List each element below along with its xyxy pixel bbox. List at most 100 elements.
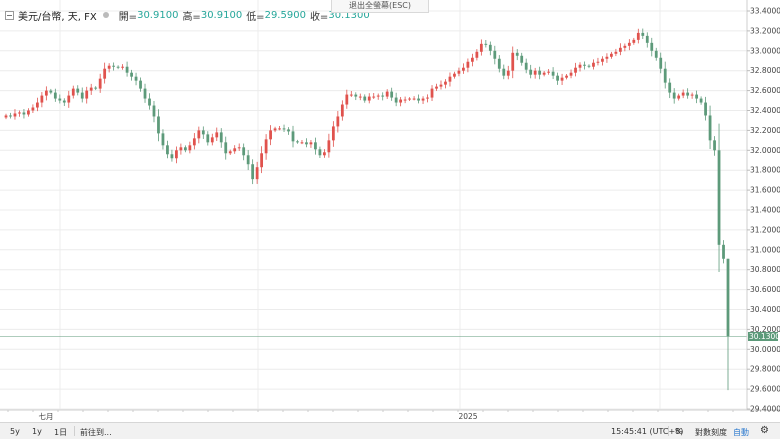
candle-body bbox=[201, 130, 205, 135]
candle bbox=[592, 59, 595, 70]
candle-body bbox=[574, 67, 577, 73]
candle bbox=[103, 62, 107, 84]
candle bbox=[529, 64, 533, 79]
candle bbox=[556, 72, 559, 85]
range-5y-button[interactable]: 5y bbox=[10, 427, 20, 436]
candle-body bbox=[444, 81, 447, 85]
candle-body bbox=[358, 96, 362, 98]
candle-body bbox=[681, 92, 685, 96]
range-1d-button[interactable]: 1日 bbox=[54, 428, 68, 437]
time-axis[interactable]: 七月 2025 bbox=[7, 410, 734, 421]
candle bbox=[672, 88, 676, 104]
candle-body bbox=[27, 110, 30, 115]
candle-body bbox=[210, 137, 214, 143]
high-value: 30.9100 bbox=[200, 9, 243, 21]
candle-body bbox=[470, 57, 474, 62]
candle-body bbox=[587, 65, 591, 67]
candle bbox=[547, 69, 551, 75]
candle bbox=[89, 83, 93, 95]
candle bbox=[479, 39, 483, 56]
candle-body bbox=[654, 50, 658, 58]
candle bbox=[605, 53, 609, 63]
exit-fullscreen-tooltip[interactable]: 退出全螢幕(ESC) bbox=[331, 0, 429, 13]
candle-body bbox=[668, 82, 672, 93]
candle bbox=[219, 128, 223, 148]
candle-body bbox=[484, 43, 488, 45]
candle bbox=[273, 126, 277, 133]
candle-body bbox=[255, 167, 259, 180]
candle bbox=[255, 161, 259, 184]
candle-body bbox=[502, 68, 506, 76]
candle-body bbox=[565, 75, 568, 78]
clock-label[interactable]: 15:45:41 (UTC+8) bbox=[611, 427, 684, 436]
candle-body bbox=[448, 76, 452, 82]
candle-body bbox=[462, 67, 465, 71]
candle bbox=[610, 51, 613, 59]
candle bbox=[399, 97, 403, 107]
candle bbox=[58, 94, 62, 104]
candle-body bbox=[237, 147, 241, 149]
symbol-title[interactable]: 美元/台幣, 天, FX bbox=[18, 11, 97, 23]
last-price-tag: 30.1300 bbox=[748, 331, 780, 341]
candle-body bbox=[67, 95, 71, 103]
candle-body bbox=[408, 98, 411, 100]
candle-body bbox=[538, 70, 542, 75]
candle bbox=[376, 93, 380, 100]
percent-toggle[interactable]: % bbox=[675, 427, 683, 436]
price-axis[interactable]: 33.4000 33.2000 33.0000 32.8000 32.6000 32.40… bbox=[747, 7, 780, 414]
auto-scale-toggle[interactable]: 自動 bbox=[733, 428, 749, 437]
candle-body bbox=[278, 128, 281, 130]
candle bbox=[713, 136, 716, 156]
candle-body bbox=[354, 94, 358, 97]
candle bbox=[497, 55, 501, 73]
candle bbox=[282, 124, 286, 133]
candle bbox=[309, 140, 313, 148]
candle bbox=[372, 92, 376, 99]
candle bbox=[641, 28, 645, 40]
candle bbox=[197, 126, 201, 144]
candle bbox=[363, 94, 367, 103]
candle-body bbox=[291, 131, 295, 142]
price-tick-label: 29.4000 bbox=[750, 405, 780, 414]
candle-body bbox=[152, 105, 156, 117]
settings-gear-icon[interactable]: ⚙ bbox=[760, 425, 769, 436]
candle-body bbox=[672, 92, 676, 99]
candle bbox=[116, 65, 120, 70]
candle-body bbox=[542, 72, 546, 75]
range-1y-button[interactable]: 1y bbox=[32, 427, 42, 436]
candle-body bbox=[121, 66, 124, 68]
candle-body bbox=[188, 145, 192, 151]
candle bbox=[636, 28, 640, 44]
candle bbox=[49, 88, 53, 95]
status-dot-icon bbox=[102, 12, 109, 18]
candle-body bbox=[399, 99, 403, 103]
candle-body bbox=[717, 150, 721, 245]
collapse-icon[interactable] bbox=[5, 10, 14, 20]
candle bbox=[62, 98, 66, 107]
candle bbox=[726, 258, 730, 391]
price-tick-label: 31.2000 bbox=[750, 225, 780, 234]
candle-body bbox=[148, 98, 151, 106]
candle bbox=[336, 110, 340, 133]
candle bbox=[80, 87, 84, 103]
candle bbox=[650, 37, 654, 57]
candle-body bbox=[31, 107, 35, 111]
log-scale-toggle[interactable]: 對數刻度 bbox=[695, 428, 727, 437]
candle-body bbox=[224, 142, 228, 154]
candle bbox=[367, 93, 371, 104]
candle bbox=[627, 39, 631, 51]
candle bbox=[188, 141, 192, 154]
candle bbox=[681, 89, 685, 99]
candle-body bbox=[58, 98, 62, 101]
candle-body bbox=[632, 39, 636, 43]
open-label: 開= bbox=[118, 11, 138, 23]
price-tick-label: 31.8000 bbox=[750, 166, 780, 175]
candle bbox=[417, 94, 420, 104]
candle-body bbox=[529, 69, 533, 75]
candle-body bbox=[139, 80, 142, 89]
candle bbox=[296, 139, 299, 144]
price-tick-label: 30.6000 bbox=[750, 285, 780, 294]
goto-button[interactable]: 前往到... bbox=[80, 428, 112, 437]
candle-body bbox=[179, 147, 183, 151]
